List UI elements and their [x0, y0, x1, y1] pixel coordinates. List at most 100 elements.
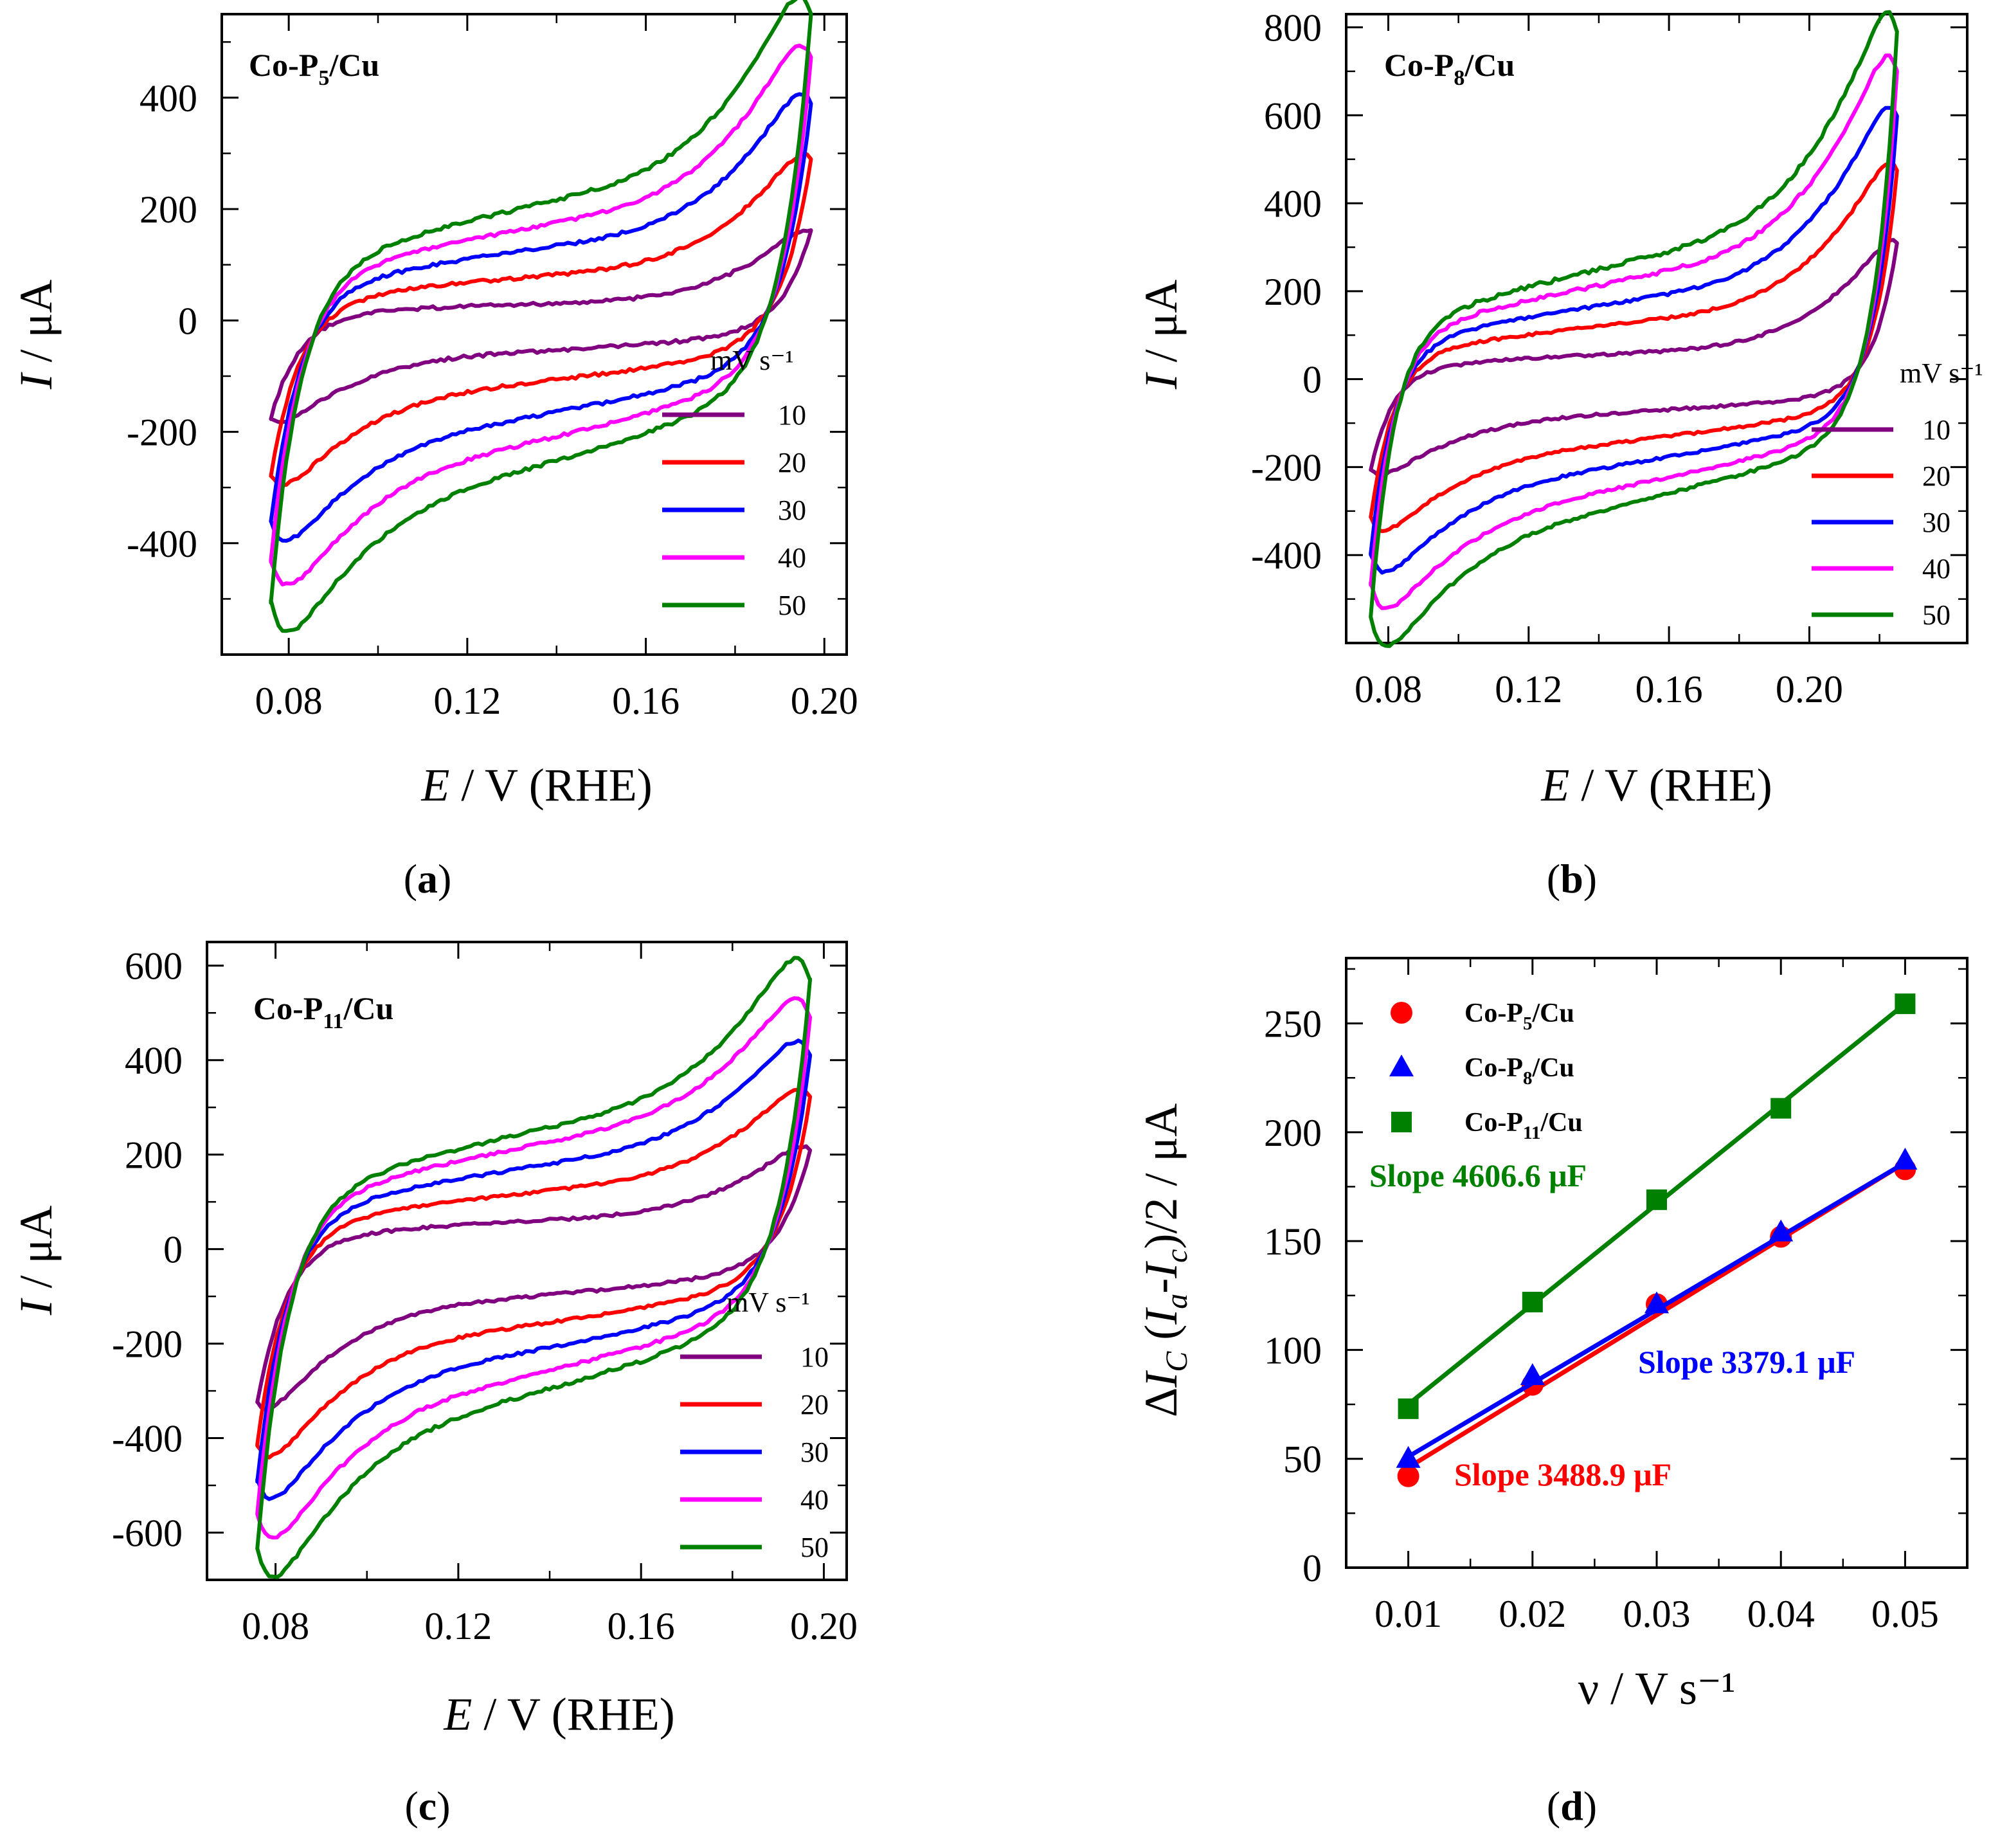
legend-label: 20 — [778, 447, 806, 478]
chart-title: Co-P8/Cu — [1384, 47, 1515, 90]
cv-curve-30-mv-s — [1369, 105, 1899, 575]
cv-curve-30-mv-s — [269, 92, 813, 543]
cv-curve-40-mv-s — [269, 43, 813, 586]
x-tick-label: 0.08 — [1355, 668, 1422, 711]
data-point — [1644, 1291, 1669, 1314]
y-tick-label: 400 — [140, 77, 197, 120]
legend-label: 40 — [800, 1484, 829, 1516]
legend-label: 40 — [1922, 553, 1950, 584]
x-tick-label: 0.12 — [1495, 668, 1562, 711]
x-tick-label: 0.20 — [1776, 668, 1843, 711]
x-axis-title: E / V (RHE) — [443, 1689, 674, 1740]
y-tick-label: 200 — [1264, 271, 1322, 313]
series-co-p8-cu: Slope 3379.1 μF — [1396, 1147, 1918, 1468]
legend: mV s⁻¹ 10 20 30 40 50 — [680, 1287, 829, 1563]
y-tick-label: -400 — [127, 523, 197, 565]
x-tick-label: 0.12 — [433, 680, 501, 722]
legend-label: Co-P5/Cu — [1464, 999, 1574, 1034]
y-tick-label: 150 — [1264, 1220, 1322, 1263]
legend-label: 50 — [800, 1532, 829, 1563]
x-tick-label: 0.02 — [1499, 1593, 1566, 1635]
legend-label: 30 — [1922, 507, 1950, 538]
x-tick-label: 0.08 — [255, 680, 323, 722]
x-tick-label: 0.16 — [1635, 668, 1703, 711]
y-tick-label: 0 — [163, 1229, 183, 1271]
legend-marker — [1389, 1055, 1414, 1076]
cv-curve-10-mv-s — [255, 1144, 813, 1412]
legend-label: Co-P11/Cu — [1464, 1108, 1583, 1143]
slope-annotation: Slope 3379.1 μF — [1638, 1344, 1855, 1380]
legend-label: 20 — [800, 1389, 829, 1420]
plot-frame — [221, 13, 848, 656]
cv-curve-10-mv-s — [1369, 238, 1899, 478]
legend-label: 20 — [1922, 460, 1950, 492]
y-tick-label: 0 — [1302, 359, 1322, 401]
chart-title: Co-P5/Cu — [249, 47, 379, 90]
y-tick-label: 600 — [125, 945, 183, 988]
y-tick-label: 50 — [1283, 1438, 1322, 1481]
legend-label: 50 — [778, 590, 806, 621]
legend-label: 10 — [778, 399, 806, 431]
y-tick-label: 400 — [1264, 183, 1322, 225]
chart-panel-a: 0.08 0.12 0.16 0.20 -400 -200 0 200 400 Co-P5/Cu m… — [10, 0, 858, 901]
legend-marker — [1391, 1112, 1412, 1132]
chart-panel-b: 0.08 0.12 0.16 0.20 -400 -200 0 200 400 600 800 Co-… — [1135, 7, 1983, 901]
cv-curve-30-mv-s — [255, 1038, 813, 1501]
legend-label: 40 — [778, 542, 806, 574]
chart-title: Co-P11/Cu — [253, 990, 393, 1033]
y-tick-label: -600 — [112, 1512, 183, 1555]
cv-curve-50-mv-s — [269, 0, 813, 633]
legend-title: mV s⁻¹ — [1900, 358, 1983, 389]
cv-curve-20-mv-s — [269, 151, 813, 487]
x-tick-label: 0.12 — [424, 1605, 492, 1647]
data-point — [1396, 1445, 1421, 1468]
y-tick-label: 0 — [178, 300, 197, 342]
y-tick-label: -400 — [112, 1418, 183, 1460]
data-point — [1893, 1147, 1918, 1170]
x-tick-label: 0.01 — [1374, 1593, 1442, 1635]
y-axis-title: I / μA — [10, 1206, 62, 1316]
panel-label: (d) — [1547, 1783, 1597, 1829]
y-tick-label: 100 — [1264, 1329, 1322, 1372]
x-tick-label: 0.20 — [791, 680, 858, 722]
data-point — [1895, 993, 1916, 1015]
y-tick-label: 0 — [1302, 1547, 1322, 1590]
cv-curve-10-mv-s — [269, 228, 813, 424]
legend-label: 50 — [1922, 599, 1950, 631]
slope-annotation: Slope 3488.9 μF — [1454, 1456, 1671, 1492]
y-tick-label: 200 — [140, 188, 197, 231]
cv-curve-40-mv-s — [255, 996, 813, 1540]
chart-panel-d: 0.01 0.02 0.03 0.04 0.05 0 50 100 150 200 250 Slope… — [1135, 957, 1968, 1829]
cv-curve-20-mv-s — [1369, 161, 1899, 534]
cv-curve-40-mv-s — [1369, 53, 1899, 610]
x-tick-label: 0.16 — [608, 1605, 675, 1647]
legend: mV s⁻¹ 10 20 30 40 50 — [662, 345, 806, 621]
y-axis-title: I / μA — [1135, 280, 1187, 390]
y-tick-label: -200 — [1251, 446, 1322, 489]
legend-title: mV s⁻¹ — [710, 345, 794, 376]
legend-label: 10 — [800, 1341, 829, 1373]
chart-panel-c: 0.08 0.12 0.16 0.20 -600 -400 -200 0 200 400 600 Co… — [10, 941, 858, 1829]
data-point — [1646, 1189, 1667, 1210]
slope-annotation: Slope 4606.6 μF — [1369, 1157, 1587, 1193]
legend: Co-P5/Cu Co-P8/Cu Co-P11/Cu — [1389, 999, 1583, 1143]
cv-curve-50-mv-s — [1369, 10, 1899, 648]
data-point — [1522, 1291, 1543, 1312]
y-axis-title: ΔIC (Ia-Ic)/2 / μA — [1135, 1103, 1194, 1417]
x-axis-title: E / V (RHE) — [1540, 759, 1772, 811]
data-point — [1769, 1219, 1794, 1242]
data-point — [1397, 1465, 1419, 1487]
y-tick-label: -200 — [112, 1323, 183, 1366]
legend: mV s⁻¹ 10 20 30 40 50 — [1812, 358, 1983, 631]
cv-curve-50-mv-s — [255, 956, 813, 1579]
legend-title: mV s⁻¹ — [726, 1287, 810, 1318]
legend-marker — [1391, 1002, 1412, 1024]
y-tick-label: 200 — [125, 1134, 183, 1177]
x-axis-title: ν / V s⁻¹ — [1578, 1663, 1736, 1714]
panel-label: (a) — [404, 856, 452, 901]
y-tick-label: 400 — [125, 1040, 183, 1082]
plot-frame — [1345, 13, 1968, 644]
plot-frame — [206, 941, 848, 1581]
x-tick-label: 0.03 — [1623, 1593, 1691, 1635]
